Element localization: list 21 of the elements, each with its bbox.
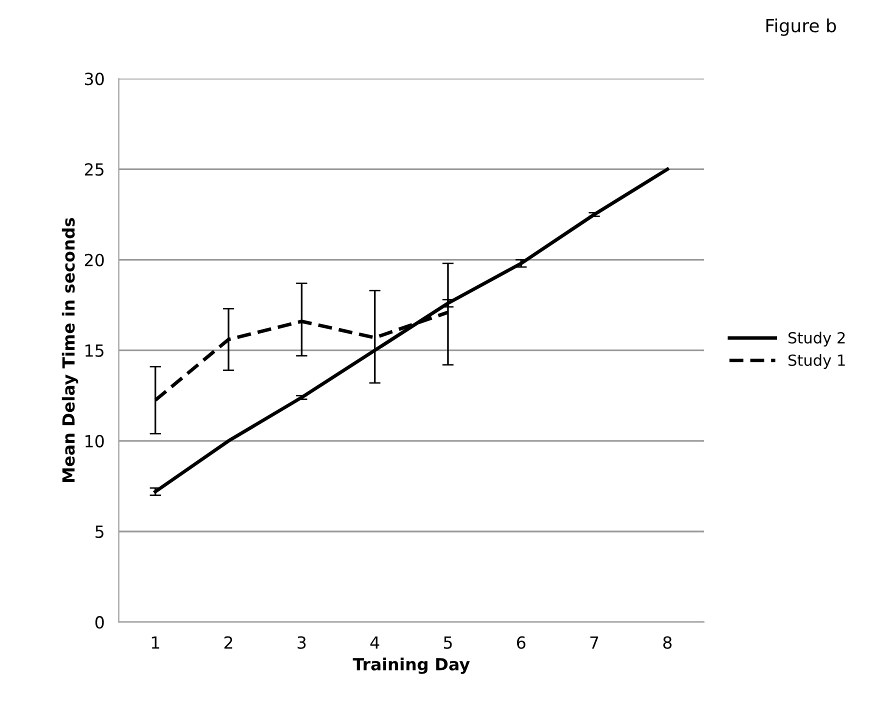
legend-label: Study 2: [788, 332, 845, 347]
x-tick-label: 2: [224, 636, 232, 649]
y-axis-title: Mean Delay Time in seconds: [62, 218, 78, 482]
y-tick-label: 15: [86, 344, 104, 357]
x-tick-label: 5: [444, 636, 452, 649]
x-tick-label: 8: [663, 636, 672, 649]
y-tick-label: 25: [84, 163, 104, 176]
x-tick-label: 7: [590, 636, 598, 649]
line-series: [154, 167, 670, 494]
y-tick-label: 20: [84, 254, 104, 266]
y-tick-label: 30: [84, 72, 104, 86]
y-tick-label: 10: [86, 434, 104, 448]
y-tick-label: 0: [95, 616, 104, 629]
x-tick-label: 1: [152, 636, 160, 649]
text: Figure b: [766, 18, 836, 36]
x-tick-label: 6: [516, 636, 526, 649]
y-tick-label: 5: [96, 526, 104, 538]
x-tick-label: 4: [370, 636, 380, 649]
legend-label: Study 1: [788, 354, 845, 369]
x-axis-title: Training Day: [352, 658, 470, 674]
x-tick-label: 3: [298, 636, 306, 649]
